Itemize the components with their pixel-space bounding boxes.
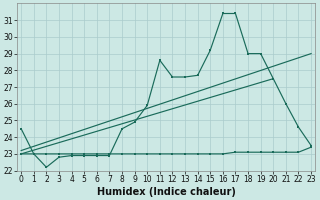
X-axis label: Humidex (Indice chaleur): Humidex (Indice chaleur) [97, 187, 236, 197]
